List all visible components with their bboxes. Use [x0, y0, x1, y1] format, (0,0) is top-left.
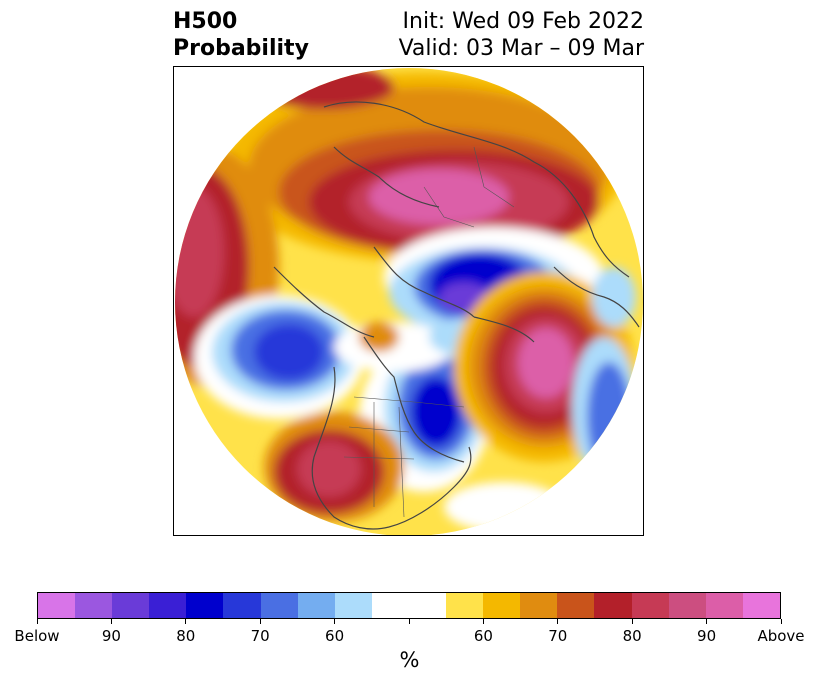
contour-field	[175, 68, 643, 535]
colorbar-swatch	[631, 593, 669, 618]
colorbar-swatch	[705, 593, 743, 618]
state-line-2	[343, 456, 415, 460]
init-date: Init: Wed 09 Feb 2022	[402, 9, 644, 34]
colorbar-tick-label: 80	[176, 627, 196, 645]
colorbar-swatch	[408, 593, 447, 618]
us-canada-border	[353, 396, 465, 408]
blob-south-white	[444, 482, 564, 532]
blob-america-80	[411, 377, 461, 447]
probability-map-svg	[175, 68, 643, 535]
colorbar-tick-label: 60	[473, 627, 493, 645]
colorbar-tick	[557, 619, 559, 624]
colorbar-swatch	[334, 593, 372, 618]
eurasia-border-2	[473, 146, 515, 208]
coastlines	[273, 101, 640, 530]
colorbar-swatch	[557, 593, 595, 618]
colorbar-swatch	[446, 593, 484, 618]
west-coast	[311, 366, 390, 530]
colorbar-swatch	[149, 593, 187, 618]
colorbar-tick	[185, 619, 187, 624]
color-legend	[37, 592, 781, 619]
colorbar-swatch	[483, 593, 521, 618]
colorbar-swatch	[594, 593, 632, 618]
state-line-4	[398, 406, 405, 518]
colorbar-swatch	[186, 593, 224, 618]
colorbar-swatch	[75, 593, 113, 618]
eurasia-coast	[323, 101, 630, 278]
colorbar-tick-label: 90	[697, 627, 717, 645]
colorbar-swatch	[297, 593, 335, 618]
colorbar-swatch	[112, 593, 150, 618]
greenland-coast	[473, 316, 535, 343]
title-line-2: Probability	[173, 36, 309, 61]
blob-atl-90	[518, 328, 574, 398]
polar-map	[173, 66, 644, 536]
colorbar-tick	[36, 619, 38, 624]
colorbar-tick	[110, 619, 112, 624]
colorbar-swatch	[742, 593, 780, 618]
colorbar-tick-label: 60	[325, 627, 345, 645]
colorbar-swatch	[520, 593, 558, 618]
colorbar-swatch	[668, 593, 706, 618]
europe-coast	[333, 146, 440, 208]
colorbar-tick	[706, 619, 708, 624]
blob-eurasia-90	[369, 169, 509, 225]
colorbar-tick	[482, 619, 484, 624]
colorbar-tick-label: Below	[14, 627, 60, 645]
country-borders	[343, 146, 515, 518]
blob-sw-85	[297, 441, 361, 497]
colorbar-swatch	[38, 593, 76, 618]
colorbar-tick-label: 80	[622, 627, 642, 645]
blob-hudson-70	[359, 322, 399, 352]
date-info: Init: Wed 09 Feb 2022 Valid: 03 Mar – 09…	[399, 8, 644, 62]
colorbar-tick	[259, 619, 261, 624]
colorbar-tick	[334, 619, 336, 624]
eurasia-border-1	[423, 186, 475, 228]
state-line-1	[348, 426, 410, 433]
colorbar-tick-label: 70	[250, 627, 270, 645]
arctic-coast	[373, 246, 475, 318]
colorbar-swatch	[371, 593, 409, 618]
colorbar-swatch	[260, 593, 298, 618]
title-line-1: H500	[173, 9, 238, 34]
alaska-coast	[273, 266, 375, 338]
colorbar-tick-label: 90	[101, 627, 121, 645]
canada-coast	[363, 336, 465, 463]
blob-east-70	[587, 362, 631, 472]
colorbar-tick-label: 70	[548, 627, 568, 645]
valid-range: Valid: 03 Mar – 09 Mar	[398, 36, 644, 61]
blob-gulf-80	[254, 324, 324, 380]
colorbar-swatch	[223, 593, 261, 618]
colorbar-tick-label: Above	[757, 627, 805, 645]
colorbar-tick	[408, 619, 410, 624]
colorbar-ticks: Below 90 80 70 60 60 70 80 90 Above	[14, 619, 805, 645]
gulf-coast	[388, 446, 472, 528]
russia-coast	[553, 266, 640, 328]
blob-kamchatka-60	[592, 267, 636, 327]
map-title: H500 Probability	[173, 8, 309, 62]
colorbar-tick	[780, 619, 782, 624]
colorbar-tick	[631, 619, 633, 624]
colorbar-units: %	[399, 648, 420, 672]
